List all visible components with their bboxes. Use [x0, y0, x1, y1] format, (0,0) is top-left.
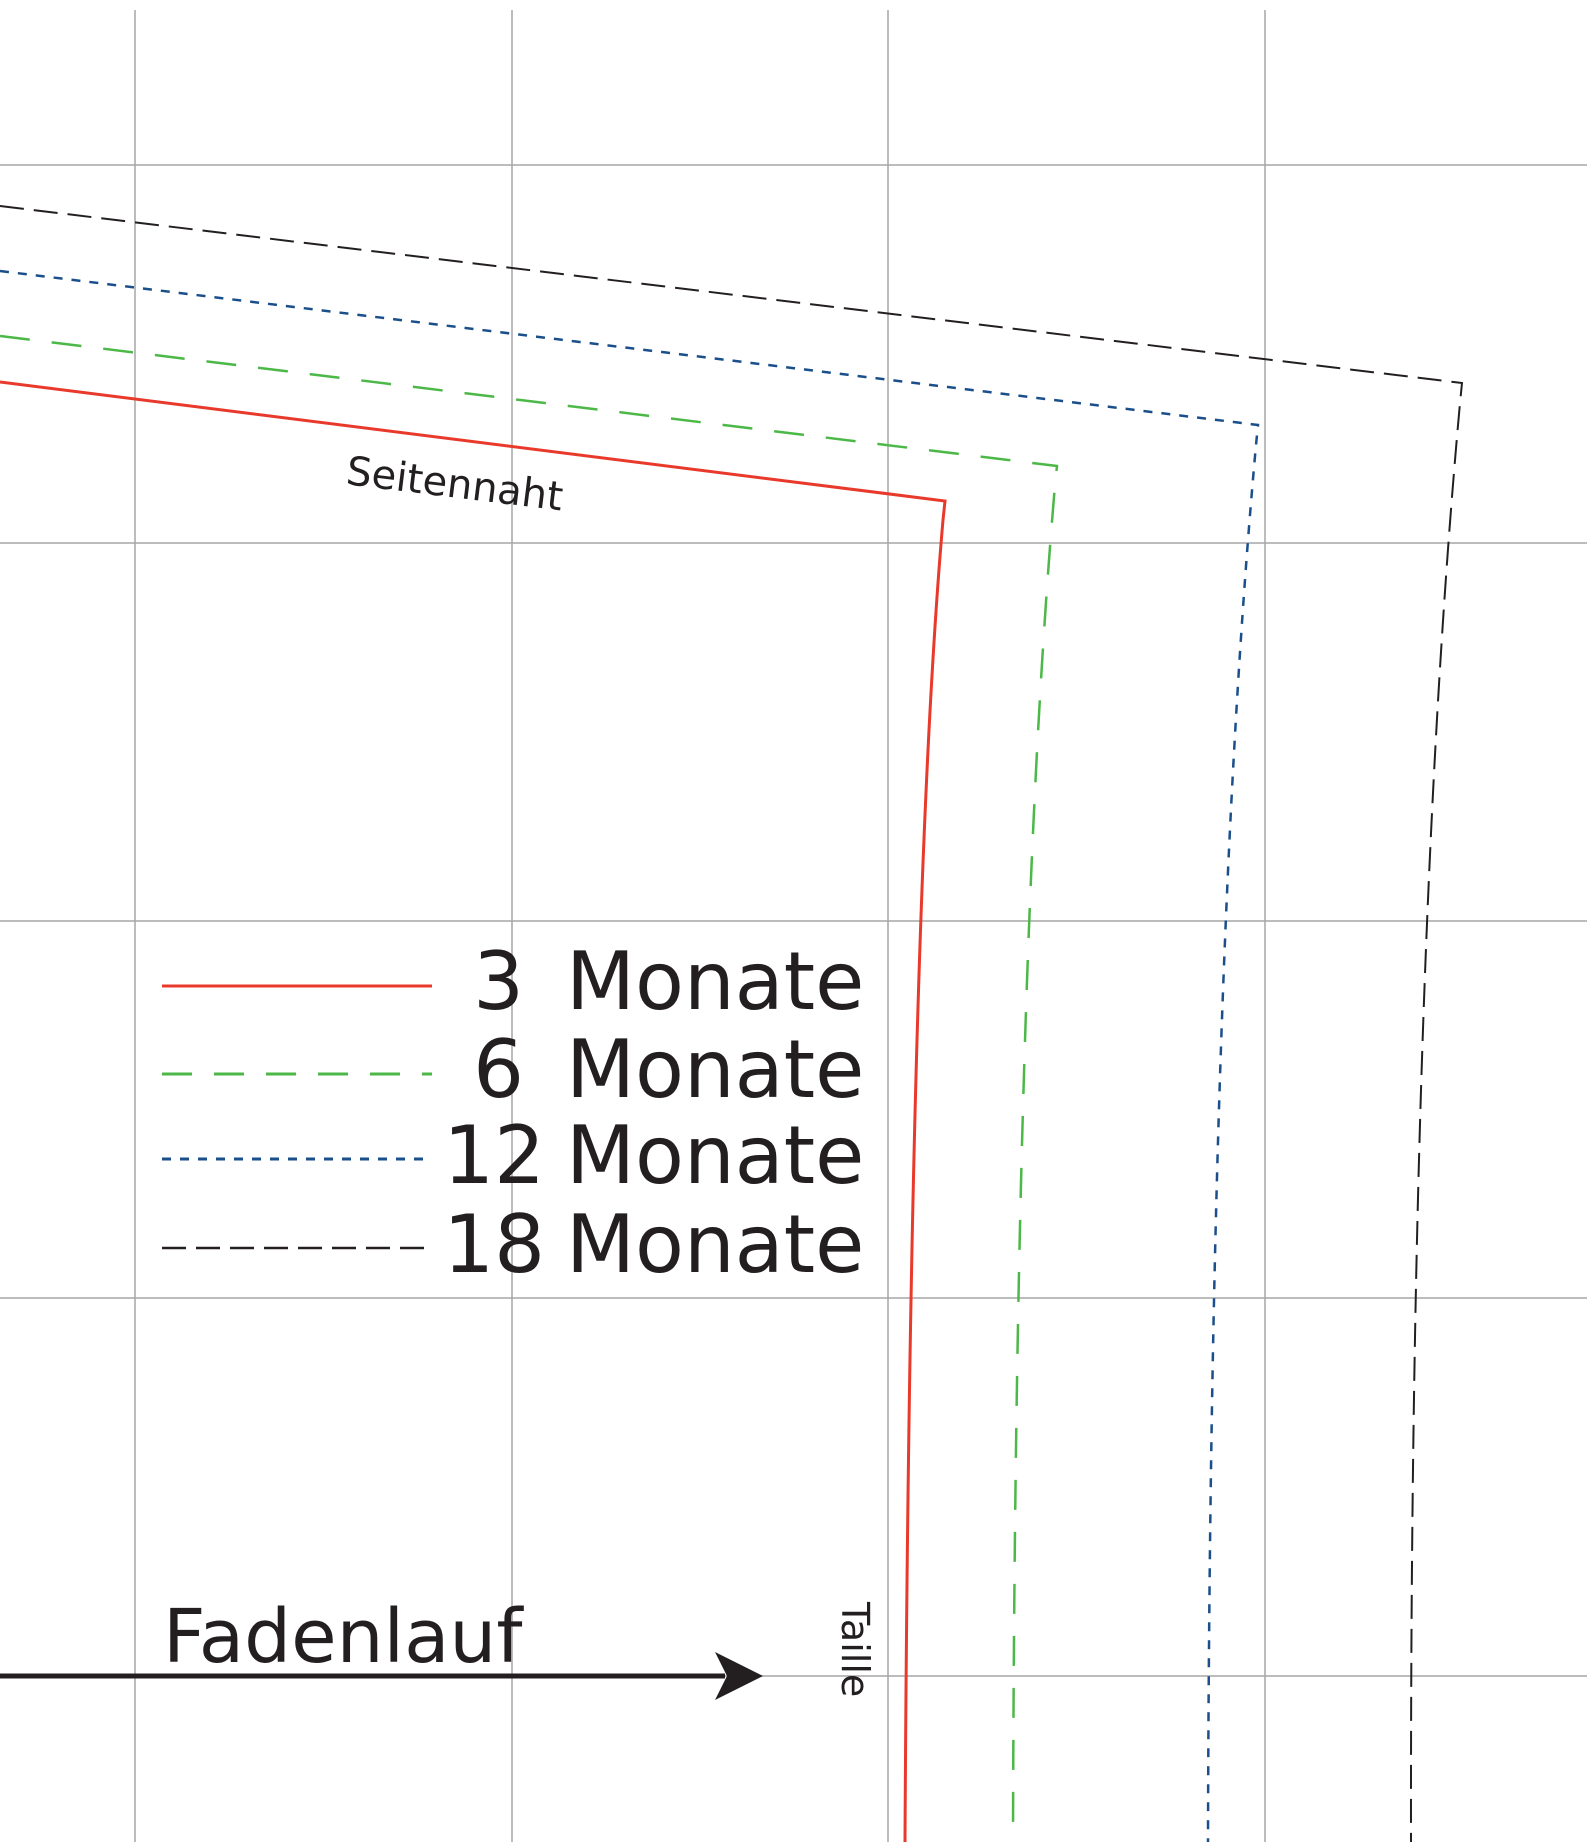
outline-size-6-months: [0, 334, 1059, 1842]
grainline-arrowhead-icon: [715, 1652, 763, 1700]
waist-label: Taille: [833, 1601, 877, 1697]
legend-item: 6 Monate: [162, 1023, 864, 1116]
pattern-grid: [0, 10, 1587, 1842]
legend-size-number: 18: [443, 1198, 545, 1291]
legend-unit: Monate: [566, 1109, 864, 1202]
legend-item: 3 Monate: [162, 935, 864, 1028]
legend-size-number: 3: [473, 935, 524, 1028]
grainline-arrow: [0, 1652, 763, 1700]
size-legend: 3 Monate 6 Monate 12 Monate 18 Monate: [162, 935, 864, 1291]
side-seam-label: Seitennaht: [344, 448, 566, 520]
outline-size-18-months: [0, 205, 1464, 1842]
grainline-label: Fadenlauf: [163, 1594, 524, 1680]
legend-unit: Monate: [566, 1023, 864, 1116]
legend-item: 12 Monate: [162, 1109, 864, 1202]
legend-unit: Monate: [566, 935, 864, 1028]
legend-size-number: 6: [473, 1023, 524, 1116]
outline-size-3-months: [0, 380, 947, 1842]
legend-unit: Monate: [566, 1198, 864, 1291]
pattern-outlines: [0, 205, 1464, 1842]
legend-item: 18 Monate: [162, 1198, 864, 1291]
legend-size-number: 12: [443, 1109, 545, 1202]
outline-size-12-months: [0, 269, 1260, 1842]
